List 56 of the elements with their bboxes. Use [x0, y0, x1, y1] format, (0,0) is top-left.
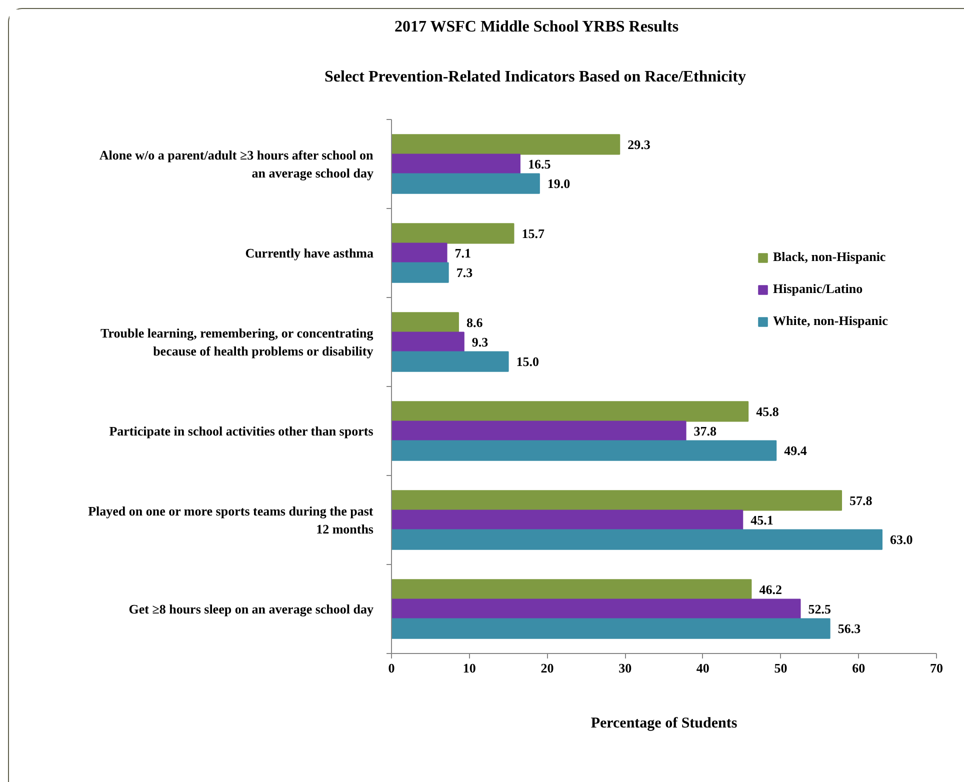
data-label: 29.3 [628, 136, 651, 152]
x-tick-label: 0 [388, 660, 395, 676]
bar [392, 618, 830, 639]
y-tick-label: Played on one or more sports teams during the past 12 months [88, 504, 374, 536]
bar [392, 440, 777, 461]
x-tick-label: 50 [774, 660, 788, 676]
x-tick-label: 40 [696, 660, 710, 676]
data-label: 15.7 [522, 226, 545, 241]
data-label: 49.4 [784, 443, 808, 458]
data-label: 52.5 [808, 602, 832, 616]
data-label: 9.3 [472, 334, 489, 350]
bar [392, 223, 514, 244]
bar [392, 242, 448, 264]
bar [392, 173, 540, 194]
data-label: 45.8 [756, 404, 780, 419]
x-axis-title: Percentage of Students [590, 716, 738, 732]
bar [392, 420, 686, 442]
y-tick-label: Trouble learning, remembering, or concentrating because of health problems or disability [100, 326, 374, 358]
data-label: 37.8 [694, 424, 718, 438]
legend-label: Black, non-Hispanic [773, 248, 886, 266]
bar [392, 529, 882, 550]
y-tick-label: Participate in school activities other than sports [109, 424, 374, 438]
legend-label: Hispanic/Latino [773, 280, 863, 298]
bar [392, 510, 744, 530]
bar [392, 351, 509, 372]
data-label: 15.0 [516, 354, 540, 370]
data-label: 45.1 [750, 512, 774, 528]
y-tick-label: Currently have asthma [245, 246, 374, 260]
data-label: 19.0 [547, 176, 570, 192]
y-tick-label: Alone w/o a parent/adult ≥3 hours after school on an average school day [99, 148, 374, 180]
y-tick-label: Get ≥8 hours sleep on an average school day [128, 602, 374, 616]
data-label: 8.6 [466, 314, 484, 330]
data-label: 7.1 [454, 246, 472, 260]
x-tick-label: 20 [540, 660, 554, 676]
bar [392, 579, 752, 600]
x-tick-label: 30 [618, 660, 632, 676]
x-tick-label: 70 [930, 660, 943, 676]
bar [392, 490, 842, 511]
x-tick-label: 10 [462, 660, 476, 676]
bar [392, 154, 520, 174]
data-label: 56.3 [838, 621, 862, 636]
data-label: 57.8 [850, 492, 873, 508]
chart-subtitle: Select Prevention-Related Indicators Based on Race/Ethnicity [324, 68, 746, 86]
legend-label: White, non-Hispanic [773, 312, 888, 330]
data-label: 63.0 [890, 532, 913, 548]
bar [392, 312, 459, 333]
bar [392, 134, 620, 155]
data-label: 16.5 [528, 156, 552, 172]
data-label: 7.3 [456, 265, 474, 280]
bar [392, 401, 749, 422]
bar [392, 332, 464, 352]
bar [392, 262, 449, 283]
chart-title: 2017 WSFC Middle School YRBS Results [394, 18, 679, 36]
x-tick-label: 60 [852, 660, 866, 676]
bar [392, 598, 801, 620]
data-label: 46.2 [759, 582, 782, 597]
